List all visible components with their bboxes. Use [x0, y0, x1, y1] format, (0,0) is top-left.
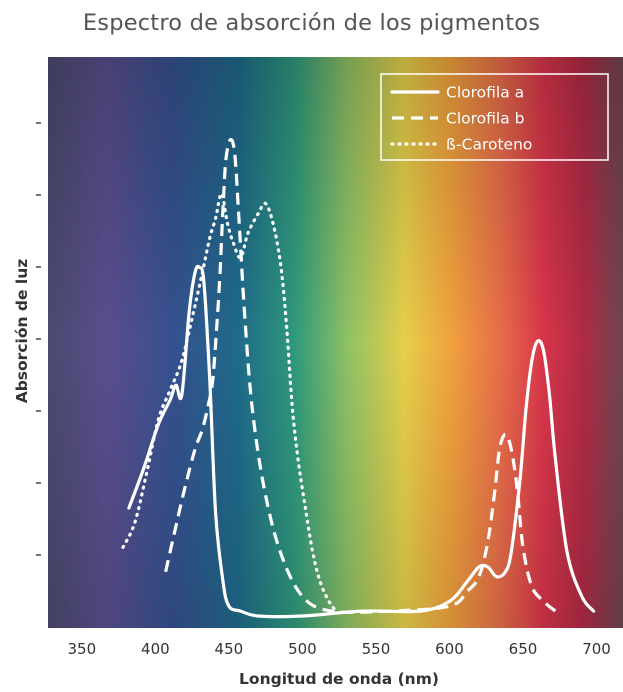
x-tick-label: 700	[582, 640, 611, 658]
spectrum-shading	[48, 57, 623, 628]
y-axis-ticks	[36, 122, 41, 556]
series-line-2	[121, 192, 338, 613]
series-line-1	[164, 138, 557, 614]
legend-label-1: Clorofila b	[446, 110, 524, 128]
x-tick-label: 550	[362, 640, 391, 658]
x-tick-label: 400	[141, 640, 170, 658]
x-axis-tick-labels: 350 400 450 500 550 600 650 700	[68, 640, 611, 658]
legend-label-0: Clorofila a	[446, 84, 524, 102]
y-axis-title: Absorción de luz	[13, 259, 31, 404]
series-layer	[121, 138, 596, 619]
legend-box	[380, 73, 609, 161]
legend-label-2: ß-Caroteno	[446, 136, 532, 154]
x-tick-label: 600	[435, 640, 464, 658]
x-tick-label: 500	[288, 640, 317, 658]
x-axis-title: Longitud de onda (nm)	[239, 670, 439, 688]
x-tick-label: 450	[215, 640, 244, 658]
x-tick-label: 650	[509, 640, 538, 658]
x-tick-label: 350	[68, 640, 97, 658]
legend: Clorofila a Clorofila b ß-Caroteno	[380, 73, 609, 161]
chart-title: Espectro de absorción de los pigmentos	[82, 10, 541, 36]
series-line-0	[127, 264, 596, 619]
